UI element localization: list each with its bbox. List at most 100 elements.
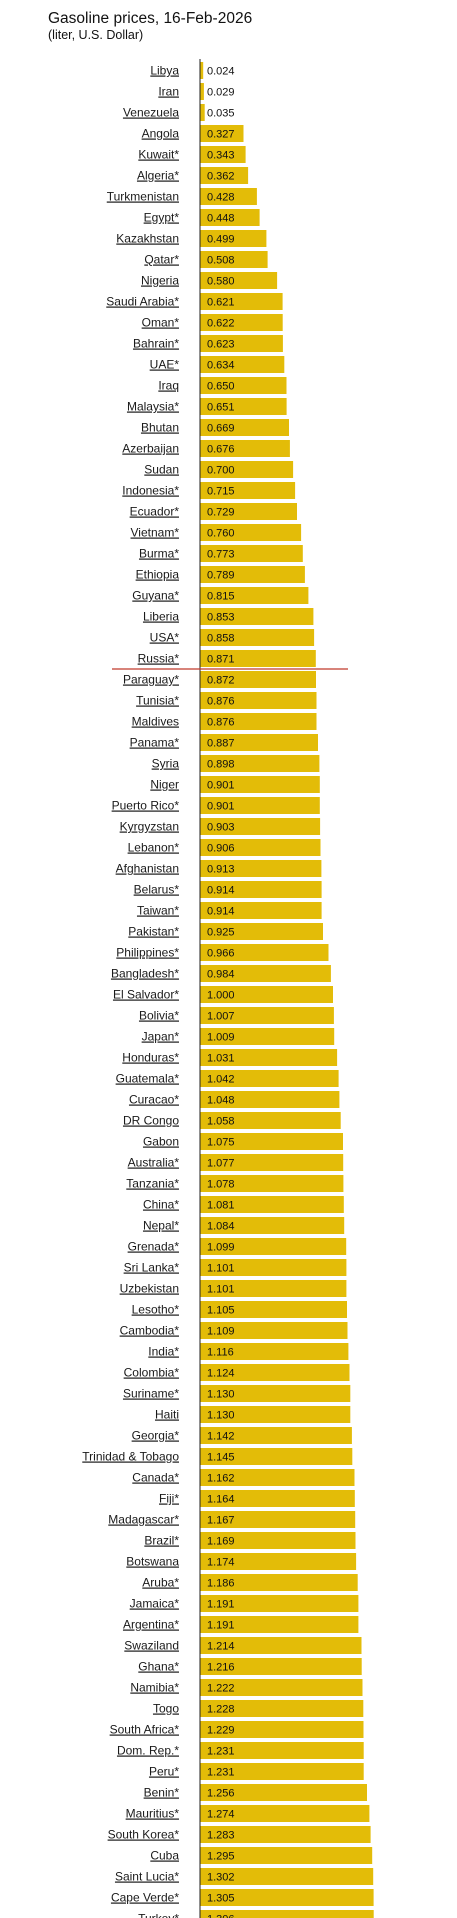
country-link[interactable]: Taiwan* xyxy=(137,904,179,918)
country-link[interactable]: Swaziland xyxy=(124,1639,179,1653)
country-link[interactable]: Ecuador* xyxy=(130,505,180,519)
country-link[interactable]: Syria xyxy=(152,757,180,771)
country-link[interactable]: Uzbekistan xyxy=(120,1282,179,1296)
country-link[interactable]: Curacao* xyxy=(129,1093,179,1107)
country-link[interactable]: Tunisia* xyxy=(136,694,179,708)
country-link[interactable]: Afghanistan xyxy=(116,862,179,876)
country-link[interactable]: Sudan xyxy=(144,463,179,477)
country-link[interactable]: Saint Lucia* xyxy=(115,1870,179,1884)
country-link[interactable]: Algeria* xyxy=(137,169,179,183)
country-link[interactable]: Indonesia* xyxy=(122,484,179,498)
country-link[interactable]: China* xyxy=(143,1198,179,1212)
country-link[interactable]: Philippines* xyxy=(116,946,179,960)
country-link[interactable]: South Korea* xyxy=(108,1828,180,1842)
country-link[interactable]: Ethiopia xyxy=(136,568,180,582)
country-link[interactable]: Azerbaijan xyxy=(122,442,179,456)
country-row: Bangladesh* 0.984 xyxy=(111,965,331,982)
country-link[interactable]: Aruba* xyxy=(142,1576,179,1590)
country-link[interactable]: Bangladesh* xyxy=(111,967,179,981)
country-link[interactable]: Russia* xyxy=(138,652,180,666)
country-link[interactable]: Liberia xyxy=(143,610,179,624)
bar xyxy=(200,965,331,982)
country-link[interactable]: Oman* xyxy=(142,316,180,330)
country-link[interactable]: DR Congo xyxy=(123,1114,179,1128)
country-link[interactable]: Georgia* xyxy=(132,1429,180,1443)
country-link[interactable]: Dom. Rep.* xyxy=(117,1744,179,1758)
country-link[interactable]: Paraguay* xyxy=(123,673,179,687)
country-link[interactable]: Bolivia* xyxy=(139,1009,179,1023)
country-link[interactable]: Namibia* xyxy=(130,1681,179,1695)
country-link[interactable]: Nepal* xyxy=(143,1219,179,1233)
country-link[interactable]: USA* xyxy=(150,631,180,645)
value-label: 1.174 xyxy=(207,1557,235,1569)
country-link[interactable]: Iran xyxy=(158,85,179,99)
country-link[interactable]: Iraq xyxy=(158,379,179,393)
country-link[interactable]: Sri Lanka* xyxy=(124,1261,180,1275)
country-link[interactable]: Kyrgyzstan xyxy=(120,820,179,834)
country-link[interactable]: Lesotho* xyxy=(132,1303,180,1317)
country-link[interactable]: Venezuela xyxy=(123,106,179,120)
country-link[interactable]: Benin* xyxy=(144,1786,180,1800)
country-link[interactable]: El Salvador* xyxy=(113,988,179,1002)
country-link[interactable]: Maldives xyxy=(132,715,179,729)
country-link[interactable]: Botswana xyxy=(126,1555,179,1569)
country-link[interactable]: Qatar* xyxy=(144,253,179,267)
country-link[interactable]: UAE* xyxy=(150,358,180,372)
country-link[interactable]: Madagascar* xyxy=(108,1513,179,1527)
country-link[interactable]: Haiti xyxy=(155,1408,179,1422)
country-link[interactable]: Vietnam* xyxy=(131,526,180,540)
country-link[interactable]: Turkmenistan xyxy=(107,190,179,204)
country-link[interactable]: Mauritius* xyxy=(126,1807,180,1821)
country-link[interactable]: Libya xyxy=(150,64,179,78)
country-link[interactable]: Australia* xyxy=(128,1156,180,1170)
country-link[interactable]: Trinidad & Tobago xyxy=(82,1450,179,1464)
country-link[interactable]: Peru* xyxy=(149,1765,179,1779)
country-link[interactable]: Kazakhstan xyxy=(116,232,179,246)
country-link[interactable]: South Africa* xyxy=(110,1723,180,1737)
country-link[interactable]: Honduras* xyxy=(122,1051,179,1065)
country-link[interactable]: Angola xyxy=(142,127,180,141)
country-link[interactable]: Bhutan xyxy=(141,421,179,435)
value-label: 0.024 xyxy=(207,66,235,78)
country-link[interactable]: Jamaica* xyxy=(130,1597,180,1611)
country-link[interactable]: Grenada* xyxy=(128,1240,180,1254)
bar xyxy=(200,1007,334,1024)
value-label: 1.231 xyxy=(207,1767,235,1779)
country-link[interactable]: Fiji* xyxy=(159,1492,179,1506)
country-link[interactable]: Tanzania* xyxy=(126,1177,179,1191)
country-link[interactable]: Pakistan* xyxy=(128,925,179,939)
country-link[interactable]: Argentina* xyxy=(123,1618,179,1632)
country-link[interactable]: Canada* xyxy=(132,1471,179,1485)
country-link[interactable]: Bahrain* xyxy=(133,337,179,351)
country-link[interactable]: Togo xyxy=(153,1702,179,1716)
value-label: 0.901 xyxy=(207,780,235,792)
country-link[interactable]: Cambodia* xyxy=(120,1324,180,1338)
country-link[interactable]: Saudi Arabia* xyxy=(106,295,179,309)
country-row: Saint Lucia* 1.302 xyxy=(115,1868,374,1885)
country-link[interactable]: Burma* xyxy=(139,547,179,561)
country-link[interactable]: Puerto Rico* xyxy=(112,799,180,813)
bar xyxy=(200,1280,347,1297)
country-link[interactable]: Niger xyxy=(150,778,179,792)
country-link[interactable]: Cape Verde* xyxy=(111,1891,179,1905)
country-link[interactable]: Lebanon* xyxy=(128,841,180,855)
country-link[interactable]: Panama* xyxy=(130,736,180,750)
country-link[interactable]: Brazil* xyxy=(144,1534,179,1548)
country-link[interactable]: Egypt* xyxy=(144,211,180,225)
country-link[interactable]: Gabon xyxy=(143,1135,179,1149)
bar xyxy=(200,104,205,121)
country-link[interactable]: Turkey* xyxy=(138,1912,179,1918)
country-link[interactable]: Cuba xyxy=(150,1849,179,1863)
bar xyxy=(200,839,321,856)
country-link[interactable]: Belarus* xyxy=(134,883,180,897)
country-link[interactable]: Ghana* xyxy=(138,1660,179,1674)
country-link[interactable]: Kuwait* xyxy=(138,148,179,162)
country-link[interactable]: Nigeria xyxy=(141,274,179,288)
country-link[interactable]: Malaysia* xyxy=(127,400,179,414)
country-link[interactable]: Colombia* xyxy=(124,1366,180,1380)
country-link[interactable]: India* xyxy=(148,1345,179,1359)
country-link[interactable]: Guatemala* xyxy=(116,1072,180,1086)
country-link[interactable]: Suriname* xyxy=(123,1387,179,1401)
country-link[interactable]: Japan* xyxy=(142,1030,180,1044)
country-link[interactable]: Guyana* xyxy=(132,589,179,603)
